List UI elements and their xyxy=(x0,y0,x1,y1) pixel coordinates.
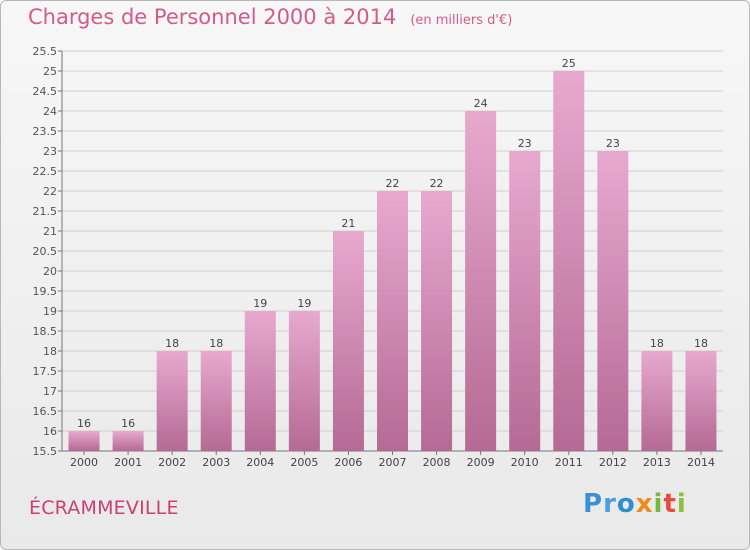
data-label: 23 xyxy=(518,137,532,150)
y-tick-label: 15.5 xyxy=(33,445,58,458)
data-label: 19 xyxy=(297,297,311,310)
y-tick-label: 20.5 xyxy=(33,245,58,258)
y-tick-label: 18.5 xyxy=(33,325,58,338)
y-tick-label: 19 xyxy=(43,305,57,318)
chart-subtitle: (en milliers d'€) xyxy=(410,13,513,28)
bar xyxy=(377,191,408,451)
proxiti-logo: Proxiti xyxy=(583,489,687,519)
data-label: 18 xyxy=(209,337,223,350)
data-label: 19 xyxy=(253,297,267,310)
x-tick-label: 2004 xyxy=(246,456,274,469)
y-tick-label: 16.5 xyxy=(33,405,58,418)
y-tick-label: 19.5 xyxy=(33,285,58,298)
y-tick-label: 25.5 xyxy=(33,45,58,58)
data-label: 18 xyxy=(694,337,708,350)
bar xyxy=(68,431,100,451)
bar xyxy=(553,71,585,451)
bar xyxy=(421,191,453,451)
data-label: 24 xyxy=(474,97,488,110)
chart-title: Charges de Personnel 2000 à 2014 (en mill… xyxy=(28,5,512,29)
x-tick-label: 2012 xyxy=(599,456,627,469)
data-label: 18 xyxy=(650,337,664,350)
data-label: 25 xyxy=(562,57,576,70)
x-tick-label: 2010 xyxy=(511,456,539,469)
y-tick-label: 22.5 xyxy=(33,165,58,178)
y-tick-label: 18 xyxy=(43,345,57,358)
bar xyxy=(685,351,717,451)
town-name: ÉCRAMMEVILLE xyxy=(29,497,179,519)
y-tick-label: 22 xyxy=(43,185,57,198)
x-tick-label: 2007 xyxy=(379,456,407,469)
data-labels: 16 16 18 18 19 19 21 22 22 24 23 25 23 18 18 xyxy=(77,57,708,430)
x-tick-label: 2005 xyxy=(290,456,318,469)
x-tick-label: 2014 xyxy=(687,456,715,469)
y-tick-label: 23.5 xyxy=(33,125,58,138)
y-tick-label: 16 xyxy=(43,425,57,438)
bar xyxy=(465,111,497,451)
x-tick-label: 2009 xyxy=(467,456,495,469)
bar xyxy=(332,231,364,451)
y-tick-label: 21 xyxy=(43,225,57,238)
y-tick-label: 25 xyxy=(43,65,57,78)
y-tick-label: 17.5 xyxy=(33,365,58,378)
bar xyxy=(288,311,320,451)
data-label: 18 xyxy=(165,337,179,350)
y-tick-label: 23 xyxy=(43,145,57,158)
y-tick-label: 24 xyxy=(43,105,57,118)
bar xyxy=(156,351,188,451)
y-tick-label: 17 xyxy=(43,385,57,398)
chart-title-text: Charges de Personnel 2000 à 2014 xyxy=(28,5,397,29)
x-tick-label: 2000 xyxy=(70,456,98,469)
x-tick-label: 2003 xyxy=(202,456,230,469)
data-label: 22 xyxy=(430,177,444,190)
y-tick-label: 24.5 xyxy=(33,85,58,98)
data-label: 16 xyxy=(77,417,91,430)
bar xyxy=(244,311,276,451)
bars xyxy=(68,71,717,451)
y-tick-label: 20 xyxy=(43,265,57,278)
x-tick-label: 2001 xyxy=(114,456,142,469)
bar xyxy=(597,151,629,451)
data-label: 16 xyxy=(121,417,135,430)
bar xyxy=(509,151,541,451)
x-tick-label: 2006 xyxy=(334,456,362,469)
x-tick-label: 2011 xyxy=(555,456,583,469)
data-label: 21 xyxy=(341,217,355,230)
y-tick-label: 21.5 xyxy=(33,205,58,218)
data-label: 23 xyxy=(606,137,620,150)
bar xyxy=(641,351,673,451)
x-tick-label: 2002 xyxy=(158,456,186,469)
x-tick-label: 2013 xyxy=(643,456,671,469)
data-label: 22 xyxy=(386,177,400,190)
x-tick-label: 2008 xyxy=(423,456,451,469)
bar xyxy=(112,431,144,451)
bar xyxy=(200,351,232,451)
